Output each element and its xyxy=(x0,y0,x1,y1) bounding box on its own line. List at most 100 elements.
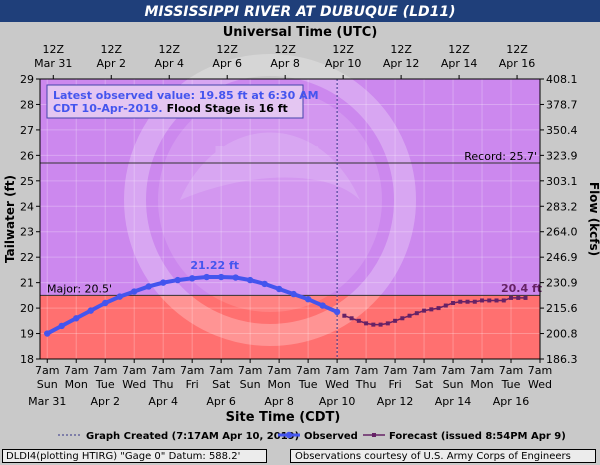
y2-tick-label: 283.2 xyxy=(546,200,578,213)
top-tick-label-date: Apr 12 xyxy=(383,57,420,70)
forecast-point xyxy=(458,299,463,304)
bottom-tick-label-time: 7am xyxy=(151,364,175,377)
observed-point xyxy=(246,276,254,284)
bottom-tick-label-day: Tue xyxy=(298,378,318,391)
observed-point xyxy=(188,275,196,282)
y-tick-label: 24 xyxy=(20,200,34,213)
top-tick-label-date: Apr 4 xyxy=(154,57,184,70)
bottom-tick-label-day: Thu xyxy=(152,378,174,391)
bottom-tick-label-date: Mar 31 xyxy=(28,395,66,408)
bottom-tick-label-time: 7am xyxy=(209,364,233,377)
observed-point xyxy=(58,322,65,330)
y2-tick-label: 230.9 xyxy=(546,277,578,290)
top-tick-label-date: Apr 6 xyxy=(212,57,242,70)
observed-point xyxy=(217,273,225,281)
forecast-point xyxy=(371,322,376,327)
observed-point xyxy=(174,276,181,284)
bottom-tick-label-day: Mon xyxy=(470,378,493,391)
forecast-point xyxy=(501,298,506,303)
top-tick-label-time: 12Z xyxy=(390,43,412,56)
hydrograph-chart: Universal Time (UTC) NOAA Record: 25.7' Maj… xyxy=(3,25,600,442)
bottom-tick-label-day: Mon xyxy=(65,378,88,391)
observed-point xyxy=(44,330,51,337)
y2-tick-label: 246.9 xyxy=(546,251,578,264)
chart-title: MISSISSIPPI RIVER AT DUBUQUE (LD11) xyxy=(144,4,456,20)
footer-datum-box: DLDI4(plotting HTIRG) "Gage 0" Datum: 58… xyxy=(2,449,267,463)
forecast-point xyxy=(393,318,398,323)
y2-tick-label: 215.6 xyxy=(546,302,578,315)
y-tick-label: 20 xyxy=(20,302,34,315)
y-tick-label: 18 xyxy=(20,353,34,366)
bottom-tick-label-date: Apr 14 xyxy=(435,395,472,408)
bottom-tick-label-day: Fri xyxy=(186,378,199,391)
observed-point xyxy=(203,273,210,281)
forecast-point xyxy=(443,303,448,308)
info-box xyxy=(46,84,304,119)
observed-point xyxy=(159,279,167,286)
forecast-point xyxy=(385,321,390,326)
y2-tick-label: 200.8 xyxy=(546,328,578,341)
bottom-tick-label-day: Mon xyxy=(268,378,291,391)
footer-datum-text: DLDI4(plotting HTIRG) "Gage 0" Datum: 58… xyxy=(6,451,241,462)
observed-point xyxy=(290,290,297,298)
bottom-tick-label-date: Apr 6 xyxy=(206,395,236,408)
observed-point xyxy=(261,280,268,288)
y-tick-label: 27 xyxy=(20,124,34,137)
forecast-point xyxy=(407,313,412,318)
forecast-point xyxy=(422,308,427,313)
bottom-tick-label-time: 7am xyxy=(238,364,262,377)
bottom-tick-label-time: 7am xyxy=(470,364,494,377)
top-tick-label-time: 12Z xyxy=(448,43,470,56)
forecast-point xyxy=(414,311,419,316)
forecast-point xyxy=(342,313,347,318)
bottom-tick-label-day: Sat xyxy=(415,378,434,391)
forecast-point xyxy=(429,307,434,312)
y-tick-label: 19 xyxy=(20,328,34,341)
forecast-point xyxy=(487,298,492,303)
legend-observed-label: Observed xyxy=(304,431,358,442)
forecast-point xyxy=(349,316,354,321)
top-tick-label-time: 12Z xyxy=(158,43,180,56)
major-stage-label: Major: 20.5' xyxy=(47,282,112,295)
footer-credit-text: Observations courtesy of U.S. Army Corps… xyxy=(295,451,571,462)
observed-point xyxy=(232,274,239,281)
forecast-point xyxy=(494,298,499,303)
noaa-watermark-bird xyxy=(180,132,360,200)
forecast-point xyxy=(480,298,485,303)
y-tick-label: 28 xyxy=(20,98,34,111)
plot-border xyxy=(39,78,541,360)
bottom-tick-label-time: 7am xyxy=(296,364,320,377)
bottom-tick-label-time: 7am xyxy=(93,364,117,377)
bottom-tick-label-day: Tue xyxy=(95,378,115,391)
bottom-tick-label-time: 7am xyxy=(354,364,378,377)
top-tick-label-date: Mar 31 xyxy=(34,57,72,70)
bottom-tick-label-time: 7am xyxy=(412,364,436,377)
forecast-point xyxy=(472,299,477,304)
forecast-point xyxy=(436,306,441,311)
bottom-tick-label-date: Apr 2 xyxy=(90,395,120,408)
bottom-tick-label-day: Sun xyxy=(240,378,261,391)
y2-tick-label: 350.4 xyxy=(546,124,578,137)
bottom-tick-label-day: Sat xyxy=(212,378,231,391)
legend-created-label: Graph Created (7:17AM Apr 10, 2019) xyxy=(86,431,299,442)
bottom-tick-label-day: Wed xyxy=(528,378,552,391)
noaa-watermark-ring xyxy=(124,54,416,346)
info-line-2: CDT 10-Apr-2019. Flood Stage is 16 ft xyxy=(53,102,288,115)
observed-point xyxy=(131,288,138,295)
info-date: CDT 10-Apr-2019. xyxy=(53,102,163,115)
top-tick-label-time: 12Z xyxy=(332,43,354,56)
noaa-watermark-disc xyxy=(158,88,382,312)
peak-value-label: 21.22 ft xyxy=(190,259,239,272)
bottom-tick-label-time: 7am xyxy=(499,364,523,377)
noaa-watermark: NOAA xyxy=(124,54,416,346)
observed-point xyxy=(145,283,152,290)
top-tick-label-date: Apr 16 xyxy=(499,57,536,70)
observed-point xyxy=(319,302,326,309)
bottom-tick-label-day: Sun xyxy=(443,378,464,391)
bottom-tick-label-time: 7am xyxy=(383,364,407,377)
top-tick-label-time: 12Z xyxy=(100,43,122,56)
bottom-axis-title: Site Time (CDT) xyxy=(226,410,341,425)
info-line-1: Latest observed value: 19.85 ft at 6:30 … xyxy=(53,89,319,102)
bottom-tick-label-date: Apr 16 xyxy=(493,395,530,408)
bottom-tick-label-date: Apr 10 xyxy=(319,395,356,408)
